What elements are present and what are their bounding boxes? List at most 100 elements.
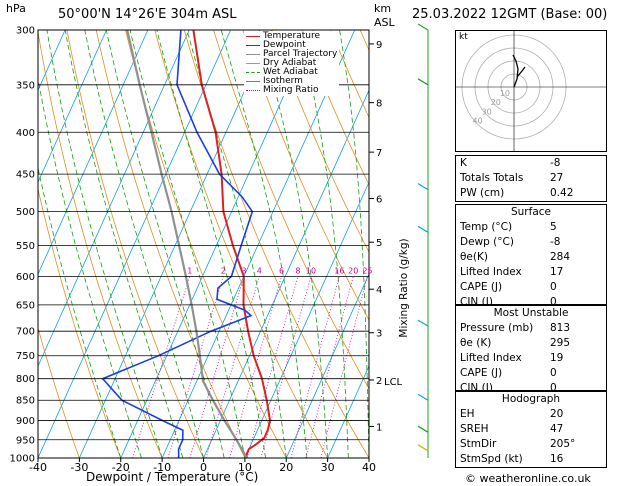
pressure-tick-label: 500 — [16, 207, 35, 218]
mixing-ratio-label: 6 — [279, 266, 284, 275]
pressure-unit-label: hPa — [6, 2, 26, 15]
index-row: Pressure (mb) 813 — [456, 321, 606, 336]
pressure-tick-label: 450 — [16, 170, 35, 181]
index-value: 5 — [550, 221, 557, 233]
mixing-ratio-label: 25 — [362, 266, 372, 275]
km-tick-label: 3 — [376, 329, 382, 340]
index-section-title: Most Unstable — [493, 307, 569, 319]
copyright-footer: © weatheronline.co.uk — [465, 472, 591, 485]
pressure-tick-label: 900 — [16, 416, 35, 427]
legend-item: Dry Adiabat — [246, 59, 337, 68]
x-tick-label: 20 — [279, 461, 293, 474]
index-label: θe(K) — [460, 251, 488, 263]
wind-barb — [417, 393, 429, 401]
mixing-ratio-label: 16 — [334, 266, 344, 275]
isotherm-line — [327, 365, 369, 458]
isotherm-line — [120, 30, 314, 458]
index-value: 0 — [550, 296, 557, 308]
hodograph-ring-label: 20 — [491, 98, 501, 107]
surface-panel: Surface Temp (°C) 5 Dewp (°C) -8 θe(K) 284 Lift… — [455, 204, 607, 308]
index-value: 17 — [550, 266, 564, 278]
x-tick-label: 40 — [362, 461, 376, 474]
index-value: 19 — [550, 352, 564, 364]
index-row: θe(K) 284 — [456, 250, 606, 265]
legend-item: Mixing Ratio — [246, 86, 337, 95]
index-label: StmDir — [460, 438, 497, 450]
isotherm-line — [285, 273, 369, 458]
index-row: θe (K) 295 — [456, 336, 606, 351]
legend-item: Wet Adiabat — [246, 68, 337, 77]
index-row: CAPE (J) 0 — [456, 366, 606, 381]
km-tick-label: 9 — [376, 40, 382, 51]
hodograph-ring-label: 30 — [482, 107, 492, 116]
wind-barb — [417, 78, 429, 86]
isotherm-line — [38, 30, 231, 458]
axes: 1 2 3 4 6 8 10 16 20 2530035040045050055060065070… — [10, 26, 403, 475]
most-unstable-panel: Most Unstable Pressure (mb) 813 θe (K) 295 Li… — [455, 305, 607, 394]
index-label: Lifted Index — [460, 352, 522, 364]
wind-barb — [417, 183, 429, 191]
hodograph-panel: kt 10 20 30 40 — [455, 30, 607, 152]
pressure-tick-label: 800 — [16, 374, 35, 385]
dry-adiabat-line — [301, 30, 369, 186]
location-title: 50°00'N 14°26'E 304m ASL — [58, 7, 237, 22]
legend-item: Dewpoint — [246, 41, 337, 50]
mixing-ratio-label: 1 — [187, 266, 192, 275]
index-label: Lifted Index — [460, 266, 522, 278]
index-value: 0.42 — [550, 187, 574, 199]
pressure-tick-label: 950 — [16, 435, 35, 446]
legend-swatch — [246, 45, 260, 46]
hodograph-ring-label: 10 — [500, 89, 510, 98]
km-tick-label: 4 — [376, 285, 382, 296]
pressure-tick-label: 700 — [16, 327, 35, 338]
index-value: -8 — [550, 236, 561, 248]
dry-adiabat-line — [271, 30, 369, 253]
legend-label: Dry Adiabat — [263, 58, 317, 68]
hodograph-index-panel: Hodograph EH 20 SREH 47 StmDir 205° StmSpd (kt)… — [455, 391, 607, 468]
index-row: CAPE (J) 0 — [456, 280, 606, 295]
mixing-ratio-label: 3 — [242, 266, 247, 275]
index-value: 27 — [550, 172, 564, 184]
pressure-tick-label: 650 — [16, 300, 35, 311]
wind-barb — [417, 23, 429, 31]
x-tick-label: 30 — [321, 461, 335, 474]
mixing-ratio-label: 4 — [257, 266, 262, 275]
legend-label: Temperature — [263, 31, 321, 41]
pressure-tick-label: 600 — [16, 272, 35, 283]
wet-adiabat-line — [105, 30, 225, 458]
index-row: StmSpd (kt) 16 — [456, 452, 606, 467]
wind-barb — [417, 425, 429, 433]
mixing-ratio-label: 8 — [295, 266, 300, 275]
mixing-ratio-label: 20 — [348, 266, 358, 275]
mixing-ratio-line — [167, 276, 224, 458]
pressure-tick-label: 850 — [16, 396, 35, 407]
index-label: StmSpd (kt) — [460, 453, 523, 465]
wind-barb — [417, 225, 429, 233]
legend-label: Wet Adiabat — [263, 67, 318, 77]
index-value: 205° — [550, 438, 576, 450]
index-value: 0 — [550, 367, 557, 379]
dry-adiabat-line — [95, 30, 246, 458]
index-section-title: Hodograph — [501, 393, 561, 405]
wind-barb — [417, 319, 429, 327]
hodograph-ring-label: 40 — [473, 116, 483, 125]
km-tick-label: 5 — [376, 238, 382, 249]
indices-panel: K -8 Totals Totals 27 PW (cm) 0.42 — [455, 155, 607, 202]
mixing-ratio-label: 10 — [306, 266, 316, 275]
index-value: 284 — [550, 251, 571, 263]
dry-adiabat-line — [624, 30, 629, 458]
legend-label: Mixing Ratio — [263, 85, 319, 95]
index-label: Temp (°C) — [460, 221, 513, 233]
index-value: 295 — [550, 337, 571, 349]
legend-swatch — [246, 63, 260, 64]
legend-swatch — [246, 36, 260, 37]
isotherm-line — [161, 30, 356, 458]
legend-label: Parcel Trajectory — [263, 49, 338, 59]
pressure-tick-label: 300 — [16, 26, 35, 37]
x-tick-label: -10 — [153, 461, 171, 474]
index-value: 16 — [550, 453, 564, 465]
index-row: Totals Totals 27 — [456, 171, 606, 186]
index-row: Dewp (°C) -8 — [456, 235, 606, 250]
index-label: K — [460, 157, 467, 169]
index-section-title: Surface — [510, 206, 551, 218]
